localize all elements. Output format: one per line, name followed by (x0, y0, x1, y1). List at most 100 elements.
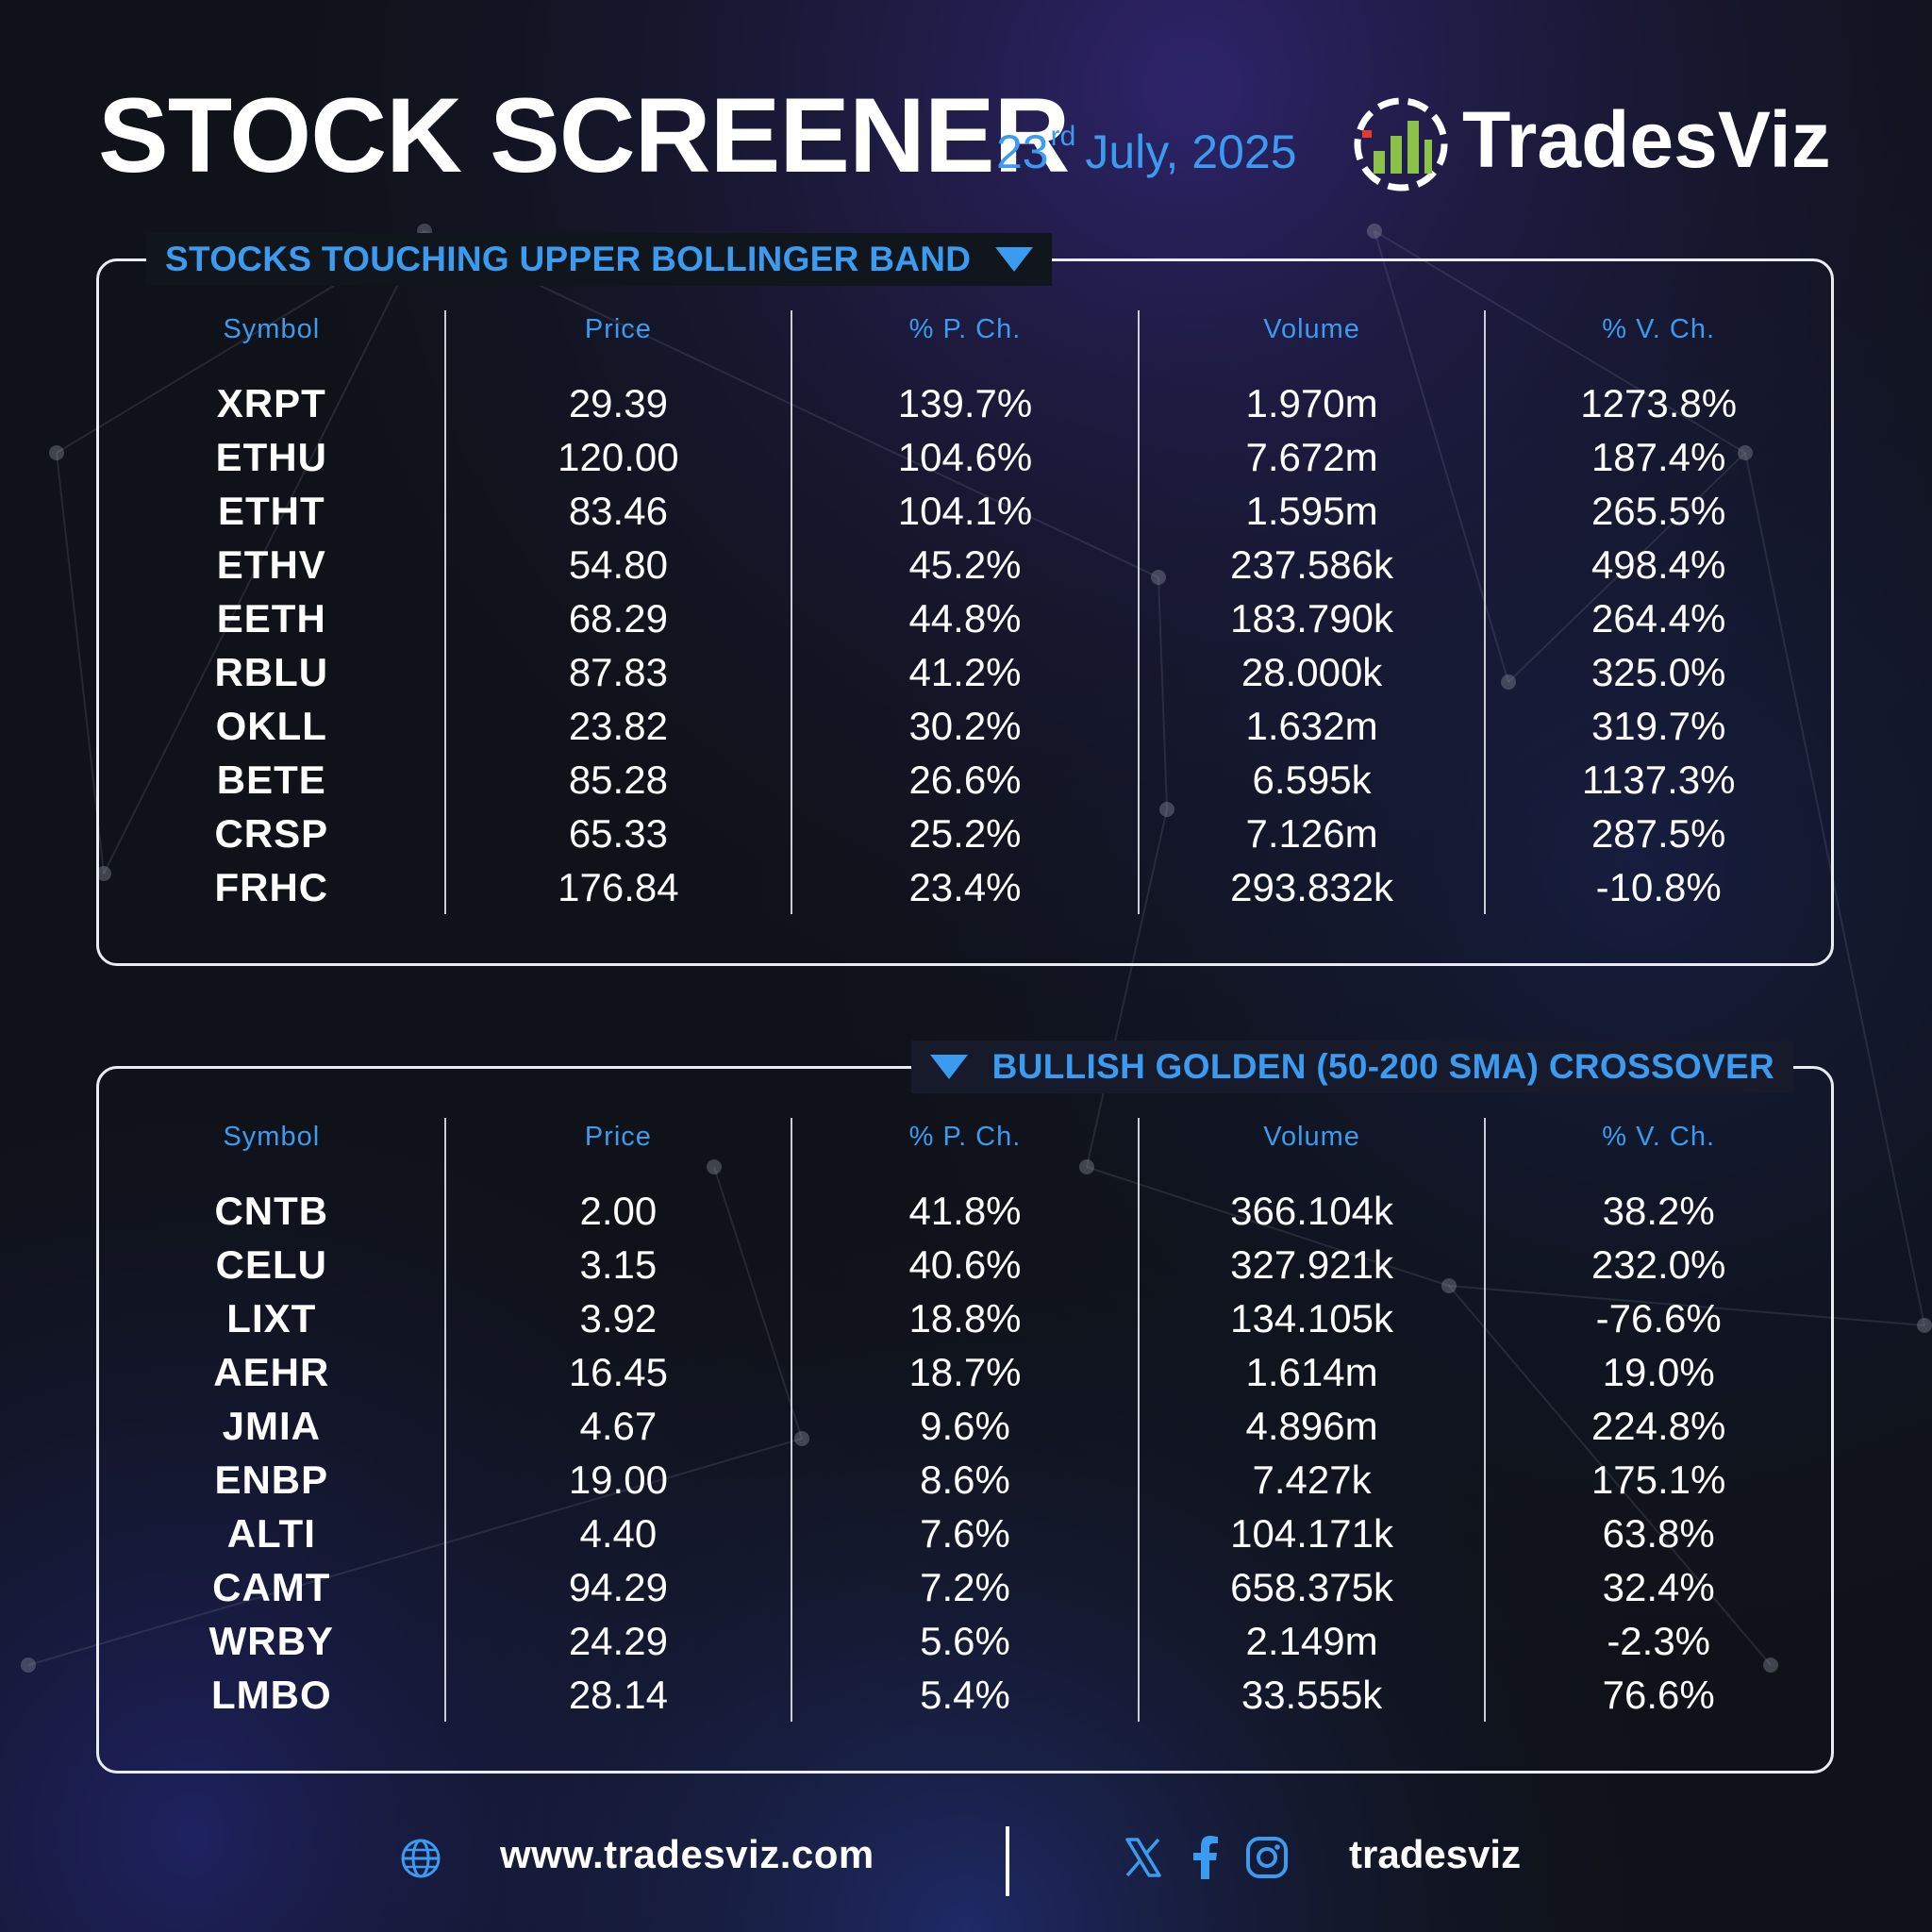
triangle-down-icon (929, 1055, 968, 1079)
price-change-cell: 23.4% (908, 865, 1022, 909)
symbol-cell: ALTI (226, 1511, 316, 1556)
volume-cell: 4.896m (1245, 1404, 1378, 1448)
volume-change-cell: 319.7% (1591, 704, 1726, 748)
table-title-text: STOCKS TOUCHING UPPER BOLLINGER BAND (165, 240, 972, 278)
symbol-cell: ENBP (214, 1457, 329, 1502)
table-body: Symbol CNTB CELU LIXT AEHR JMIA ENBP ALT… (99, 1118, 1831, 1722)
price-cell: 16.45 (568, 1350, 668, 1394)
symbol-cell: RBLU (214, 650, 329, 694)
price-cell: 4.67 (579, 1404, 658, 1448)
symbol-cell: CRSP (214, 811, 329, 856)
symbol-column: Symbol CNTB CELU LIXT AEHR JMIA ENBP ALT… (99, 1118, 444, 1722)
price-cell: 4.40 (579, 1511, 658, 1556)
volume-change-cell: 265.5% (1591, 489, 1726, 533)
price-change-cell: 18.8% (908, 1296, 1022, 1341)
volume-change-cell: 19.0% (1602, 1350, 1715, 1394)
volume-cell: 1.595m (1245, 489, 1378, 533)
volume-cell: 183.790k (1230, 596, 1393, 641)
facebook-icon[interactable] (1191, 1836, 1219, 1879)
volume-cell: 1.614m (1245, 1350, 1378, 1394)
price-change-cell: 7.2% (920, 1565, 1010, 1609)
volume-change-cell: 76.6% (1602, 1673, 1715, 1717)
price-change-column: % P. Ch. 41.8% 40.6% 18.8% 18.7% 9.6% 8.… (791, 1118, 1138, 1722)
volume-cell: 33.555k (1241, 1673, 1383, 1717)
column-header: Symbol (223, 1122, 321, 1152)
volume-cell: 327.921k (1230, 1242, 1393, 1287)
symbol-cell: ETHV (216, 542, 326, 587)
volume-cell: 366.104k (1230, 1189, 1393, 1233)
volume-cell: 104.171k (1230, 1511, 1393, 1556)
price-column: Price 2.00 3.15 3.92 16.45 4.67 19.00 4.… (443, 1118, 791, 1722)
table-title: BULLISH GOLDEN (50-200 SMA) CROSSOVER (910, 1041, 1793, 1093)
volume-cell: 2.149m (1245, 1619, 1378, 1663)
globe-icon (401, 1839, 441, 1878)
volume-cell: 1.632m (1245, 704, 1378, 748)
date-suffix: rd (1050, 121, 1076, 152)
price-change-cell: 25.2% (908, 811, 1022, 856)
symbol-cell: FRHC (214, 865, 329, 909)
volume-change-cell: 1137.3% (1581, 758, 1736, 802)
column-header: Price (584, 314, 652, 344)
volume-change-cell: -10.8% (1595, 865, 1722, 909)
price-cell: 87.83 (568, 650, 668, 694)
price-change-cell: 41.8% (908, 1189, 1022, 1233)
table-title: STOCKS TOUCHING UPPER BOLLINGER BAND (146, 233, 1053, 286)
brand-logo (1349, 92, 1840, 196)
volume-change-column: % V. Ch. 38.2% 232.0% -76.6% 19.0% 224.8… (1484, 1118, 1831, 1722)
price-cell: 3.92 (579, 1296, 658, 1341)
volume-column: Volume 1.970m 7.672m 1.595m 237.586k 183… (1137, 310, 1485, 914)
price-cell: 23.82 (568, 704, 668, 748)
symbol-cell: ETHT (217, 489, 325, 533)
volume-change-cell: 38.2% (1602, 1189, 1715, 1233)
page-title: STOCK SCREENER (98, 76, 1070, 194)
volume-cell: 658.375k (1230, 1565, 1393, 1609)
website-link[interactable]: www.tradesviz.com (500, 1832, 874, 1876)
price-change-cell: 41.2% (908, 650, 1022, 694)
volume-cell: 7.427k (1252, 1457, 1372, 1502)
column-header: % P. Ch. (908, 1122, 1022, 1152)
column-header: Price (584, 1122, 652, 1152)
volume-change-cell: 325.0% (1591, 650, 1726, 694)
symbol-cell: BETE (216, 758, 326, 802)
symbol-cell: CNTB (214, 1189, 329, 1233)
instagram-icon[interactable] (1245, 1836, 1289, 1879)
date-rest: July, 2025 (1085, 125, 1297, 178)
price-column: Price 29.39 120.00 83.46 54.80 68.29 87.… (443, 310, 791, 914)
symbol-cell: OKLL (215, 704, 327, 748)
volume-cell: 7.672m (1245, 435, 1378, 479)
price-change-cell: 139.7% (897, 381, 1033, 425)
price-change-cell: 45.2% (908, 542, 1022, 587)
volume-cell: 293.832k (1230, 865, 1393, 909)
tradesviz-logo-icon (1354, 97, 1448, 192)
price-change-cell: 40.6% (908, 1242, 1022, 1287)
volume-cell: 237.586k (1230, 542, 1393, 587)
triangle-down-icon (995, 247, 1034, 272)
volume-change-cell: -76.6% (1595, 1296, 1722, 1341)
volume-change-cell: 1273.8% (1580, 381, 1738, 425)
symbol-cell: LIXT (226, 1296, 317, 1341)
table-body: Symbol XRPT ETHU ETHT ETHV EETH RBLU OKL… (99, 310, 1831, 914)
price-cell: 94.29 (568, 1565, 668, 1609)
column-header: Volume (1263, 1122, 1360, 1152)
volume-cell: 134.105k (1230, 1296, 1393, 1341)
column-header: % V. Ch. (1602, 314, 1716, 344)
price-change-column: % P. Ch. 139.7% 104.6% 104.1% 45.2% 44.8… (791, 310, 1138, 914)
price-change-cell: 9.6% (920, 1404, 1010, 1448)
symbol-cell: AEHR (213, 1350, 330, 1394)
price-cell: 24.29 (568, 1619, 668, 1663)
price-change-cell: 104.6% (897, 435, 1033, 479)
price-cell: 2.00 (579, 1189, 658, 1233)
date-day: 23 (996, 125, 1049, 178)
volume-change-column: % V. Ch. 1273.8% 187.4% 265.5% 498.4% 26… (1484, 310, 1831, 914)
column-header: Symbol (223, 314, 321, 344)
symbol-cell: CELU (215, 1242, 327, 1287)
social-handle[interactable]: tradesviz (1349, 1832, 1522, 1876)
price-change-cell: 7.6% (920, 1511, 1010, 1556)
x-icon[interactable] (1124, 1838, 1162, 1877)
table-title-text: BULLISH GOLDEN (50-200 SMA) CROSSOVER (991, 1047, 1774, 1086)
price-change-cell: 44.8% (908, 596, 1022, 641)
price-cell: 29.39 (568, 381, 668, 425)
column-header: % V. Ch. (1602, 1122, 1716, 1152)
volume-cell: 1.970m (1245, 381, 1378, 425)
